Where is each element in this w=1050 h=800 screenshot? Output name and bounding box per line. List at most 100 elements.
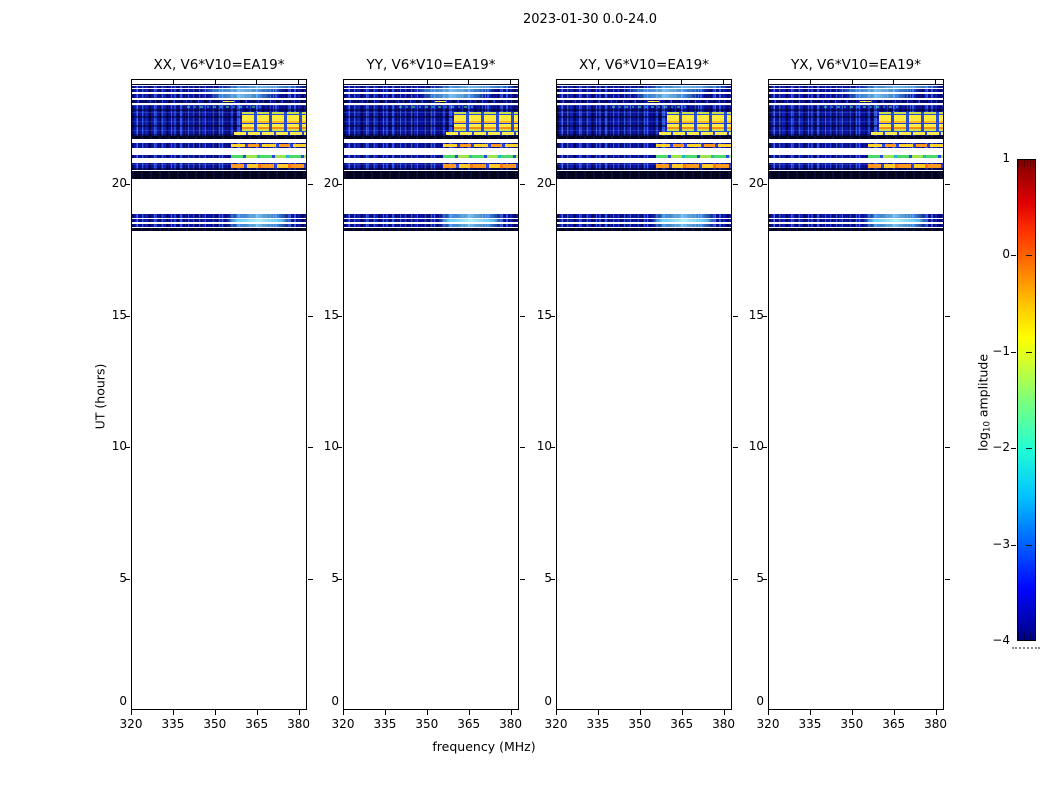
y-tick-right bbox=[520, 184, 525, 186]
y-tick-label: 10 bbox=[323, 439, 339, 454]
x-tick-label: 350 bbox=[415, 717, 439, 731]
panel-title-yx: YX, V6*V10=EA19* bbox=[790, 57, 922, 73]
x-tick-label: 365 bbox=[245, 717, 269, 731]
x-tick-top bbox=[385, 80, 387, 85]
y-tick-label: 5 bbox=[119, 570, 127, 585]
signal-band bbox=[132, 154, 306, 159]
x-tick-label: 380 bbox=[924, 717, 948, 731]
band-patch-cyan-weak bbox=[846, 93, 913, 98]
band-patch-cyan-weak bbox=[437, 223, 505, 228]
signal-band bbox=[769, 83, 943, 86]
y-tick-right bbox=[945, 578, 950, 580]
y-tick-left bbox=[550, 447, 555, 449]
y-axis-label: UT (hours) bbox=[92, 363, 108, 430]
signal-band bbox=[557, 85, 731, 88]
colorbar bbox=[1017, 159, 1036, 641]
signal-band bbox=[344, 162, 518, 171]
y-tick-label: 15 bbox=[536, 307, 552, 322]
x-tick-label: 320 bbox=[544, 717, 568, 731]
y-tick-label: 0 bbox=[331, 694, 339, 708]
signal-band bbox=[557, 143, 731, 148]
colorbar-tick-label: −4 bbox=[992, 633, 1010, 647]
y-tick-label: 10 bbox=[748, 439, 764, 454]
x-tick-top bbox=[722, 80, 724, 85]
signal-band bbox=[344, 99, 518, 104]
y-tick-left bbox=[337, 578, 342, 580]
y-tick-left bbox=[762, 447, 767, 449]
band-patch-cyan-weak bbox=[626, 88, 709, 93]
signal-band bbox=[769, 162, 943, 171]
x-tick-bottom bbox=[298, 710, 300, 715]
colorbar-label-log: log bbox=[975, 431, 991, 452]
colorbar-tick bbox=[1011, 255, 1016, 257]
band-patch-yellow-blocks bbox=[454, 112, 518, 135]
x-tick-top bbox=[681, 80, 683, 85]
y-tick-right bbox=[733, 447, 738, 449]
band-patch-cyan-weak bbox=[220, 85, 306, 88]
band-patch-cyan-bright bbox=[650, 218, 718, 223]
x-tick-top bbox=[851, 80, 853, 85]
signal-band bbox=[557, 170, 731, 179]
y-tick-right bbox=[308, 184, 313, 186]
x-tick-bottom bbox=[809, 710, 811, 715]
y-tick-right bbox=[308, 315, 313, 317]
band-patch-yellow-bottom bbox=[871, 132, 943, 135]
y-tick-right bbox=[520, 447, 525, 449]
signal-band bbox=[132, 88, 306, 93]
signal-band bbox=[344, 93, 518, 98]
colorbar-tick-label: 1 bbox=[1002, 151, 1010, 165]
y-tick-left bbox=[125, 184, 130, 186]
band-patch-green-row bbox=[231, 155, 306, 158]
panel-xx: XX, V6*V10=EA19* 320 335 350 365 380 0 5 10 15 20 bbox=[112, 57, 313, 731]
band-patch-warm-row bbox=[656, 144, 731, 147]
x-tick-label: 335 bbox=[798, 717, 822, 731]
band-patch-cyan-weak bbox=[201, 88, 284, 93]
x-tick-top bbox=[426, 80, 428, 85]
y-tick-right bbox=[733, 315, 738, 317]
signal-band bbox=[557, 223, 731, 228]
y-tick-left bbox=[337, 315, 342, 317]
x-tick-top bbox=[893, 80, 895, 85]
colorbar-tick bbox=[1011, 351, 1016, 353]
band-patch-cyan-weak bbox=[857, 85, 943, 88]
signal-band bbox=[132, 162, 306, 171]
x-tick-label: 350 bbox=[628, 717, 652, 731]
x-tick-bottom bbox=[384, 710, 386, 715]
y-axis-label-wrap: UT (hours) bbox=[40, 364, 160, 430]
y-tick-label: 15 bbox=[111, 307, 127, 322]
signal-band bbox=[344, 223, 518, 228]
colorbar-tick-label: 0 bbox=[1002, 247, 1010, 262]
colorbar-tick-label: −3 bbox=[992, 536, 1010, 551]
band-patch-yellow-bottom bbox=[659, 132, 731, 135]
signal-band bbox=[557, 88, 731, 93]
signal-band bbox=[769, 218, 943, 223]
signal-band bbox=[769, 111, 943, 136]
y-tick-right bbox=[733, 578, 738, 580]
x-tick-bottom bbox=[597, 710, 599, 715]
x-tick-bottom bbox=[214, 710, 216, 715]
colorbar-tick-inner bbox=[1026, 255, 1032, 257]
signal-band bbox=[132, 136, 306, 139]
y-tick-left bbox=[550, 578, 555, 580]
x-tick-top bbox=[256, 80, 258, 85]
x-tick-bottom bbox=[510, 710, 512, 715]
band-patch-orange-row bbox=[656, 164, 731, 168]
signal-band bbox=[769, 170, 943, 179]
colorbar-tick bbox=[1011, 448, 1016, 450]
y-tick-left bbox=[125, 447, 130, 449]
signal-band bbox=[344, 136, 518, 139]
band-patch-green-row bbox=[656, 155, 731, 158]
band-patch-cyan-weak bbox=[862, 223, 930, 228]
y-tick-label: 0 bbox=[119, 694, 127, 708]
colorbar-label: log10 amplitude bbox=[976, 343, 993, 463]
colorbar-label-amplitude: amplitude bbox=[975, 353, 991, 422]
signal-band bbox=[557, 214, 731, 218]
colorbar-tick-inner bbox=[1026, 448, 1032, 450]
x-tick-top bbox=[598, 80, 600, 85]
x-tick-bottom bbox=[893, 710, 895, 715]
signal-band bbox=[344, 218, 518, 223]
y-tick-right bbox=[520, 578, 525, 580]
x-tick-label: 380 bbox=[287, 717, 311, 731]
colorbar-label-sub: 10 bbox=[982, 421, 993, 432]
